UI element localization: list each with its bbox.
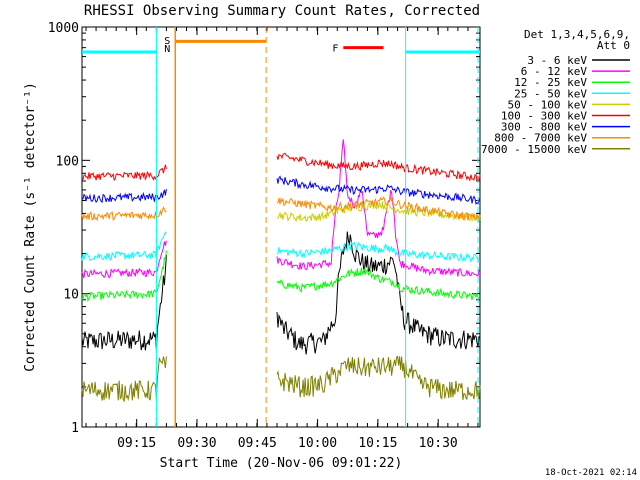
plot-area: 1 10 100 1000 09:15 09:30 09:45 10:00 10:15 10:30… — [48, 21, 481, 451]
legend-label-100-300-kev: 100 - 300 keV — [501, 110, 587, 123]
x-tick-label: 09:45 — [238, 436, 277, 451]
series-line-800-7000-kev — [81, 195, 481, 222]
series-line-3-6-kev — [81, 231, 481, 355]
x-tick-label: 10:00 — [298, 436, 337, 451]
series-line-6-12-kev — [81, 139, 481, 279]
plot-frame — [81, 26, 481, 428]
flag-markers: SN F — [82, 27, 480, 427]
chart-title: RHESSI Observing Summary Count Rates, Co… — [84, 3, 480, 19]
legend-label-7000-15000-kev: 7000 - 15000 keV — [481, 143, 587, 156]
y-axis-label: Corrected Count Rate (s⁻¹ detector⁻¹) — [23, 82, 38, 372]
saa-n-label: N — [164, 44, 170, 55]
x-tick-label: 10:30 — [419, 436, 458, 451]
legend-label-12-25-kev: 12 - 25 keV — [514, 76, 587, 89]
y-tick-label: 1 — [71, 421, 79, 436]
series-group — [81, 139, 481, 403]
y-tick-label: 10 — [63, 288, 79, 303]
series-line-300-800-kev — [81, 175, 481, 205]
axis-ticks: 1 10 100 1000 09:15 09:30 09:45 10:00 10:15 10:30 — [48, 21, 480, 451]
x-tick-label: 09:15 — [117, 436, 156, 451]
legend-label-800-7000-kev: 800 - 7000 keV — [494, 132, 587, 145]
x-tick-label: 09:30 — [177, 436, 216, 451]
y-tick-label: 100 — [56, 154, 79, 169]
x-axis-label: Start Time (20-Nov-06 09:01:22) — [160, 456, 403, 471]
legend-header-line: Det 1,3,4,5,6,9, — [524, 28, 630, 41]
flare-f-label: F — [332, 44, 338, 55]
legend-label-6-12-kev: 6 - 12 keV — [521, 65, 588, 78]
series-line-25-50-kev — [81, 231, 480, 264]
legend-label-25-50-kev: 25 - 50 keV — [514, 87, 587, 100]
x-tick-label: 10:15 — [358, 436, 397, 451]
legend-label-3-6-kev: 3 - 6 keV — [527, 54, 587, 67]
y-tick-label: 1000 — [48, 21, 79, 36]
legend-header-line: Att 0 — [597, 39, 630, 52]
series-line-7000-15000-kev — [81, 355, 481, 403]
series-line-12-25-kev — [81, 250, 481, 303]
footer-timestamp: 18-Oct-2021 02:14 — [545, 468, 637, 478]
series-line-50-100-kev — [276, 201, 481, 223]
legend-label-50-100-kev: 50 - 100 keV — [508, 98, 588, 111]
legend-label-300-800-kev: 300 - 800 keV — [501, 121, 587, 134]
saa-s-label: S — [164, 36, 170, 47]
series-line-100-300-kev — [81, 152, 481, 182]
